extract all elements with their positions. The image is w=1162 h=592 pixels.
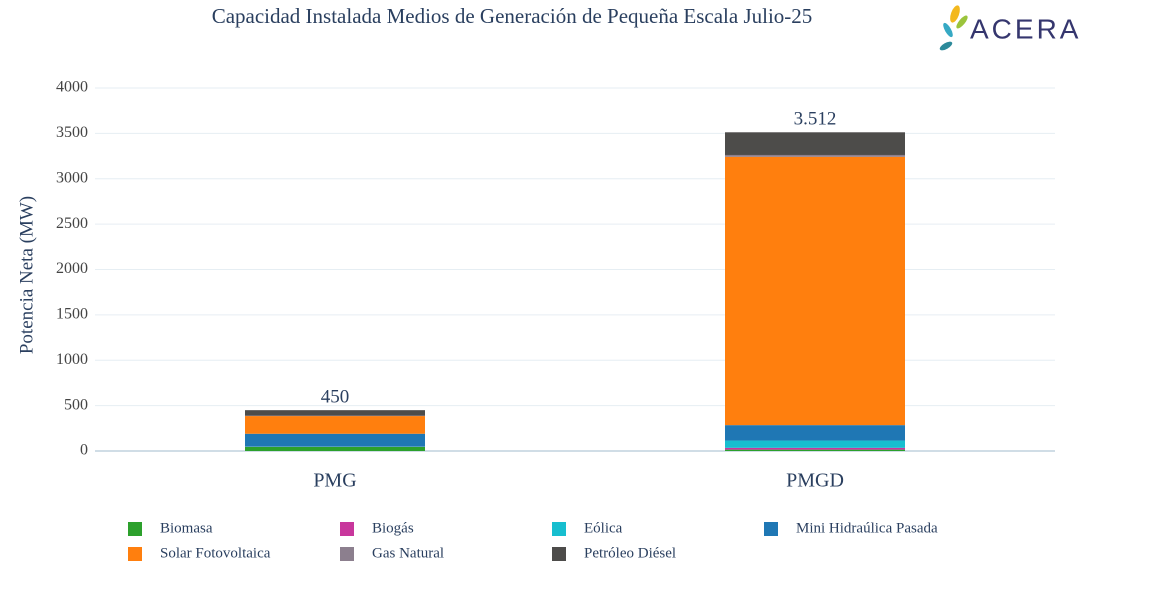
legend-label: Biomasa — [160, 520, 213, 536]
y-tick-label: 4000 — [56, 79, 88, 96]
y-tick-label: 0 — [80, 442, 88, 459]
bar-segment — [725, 156, 905, 426]
bar-segment — [725, 440, 905, 448]
y-tick-label: 500 — [64, 396, 88, 413]
legend-swatch — [128, 522, 142, 536]
bar-segment — [245, 410, 425, 416]
chart-title: Capacidad Instalada Medios de Generación… — [212, 4, 813, 28]
legend-swatch — [340, 522, 354, 536]
legend-swatch — [340, 547, 354, 561]
y-tick-label: 3000 — [56, 169, 88, 186]
logo-leaf — [939, 41, 953, 51]
bar-segment — [245, 446, 425, 451]
bar-segment — [725, 132, 905, 155]
y-tick-label: 2000 — [56, 260, 88, 277]
legend-label: Solar Fotovoltaica — [160, 545, 271, 561]
x-tick-label: PMGD — [786, 470, 844, 492]
x-tick-label: PMG — [313, 470, 356, 492]
bar-segment — [725, 447, 905, 450]
total-label: 3.512 — [794, 109, 837, 130]
y-tick-label: 2500 — [56, 215, 88, 232]
legend-label: Petróleo Diésel — [584, 545, 676, 561]
legend-swatch — [552, 522, 566, 536]
legend-label: Gas Natural — [372, 545, 444, 561]
legend-swatch — [128, 547, 142, 561]
total-label: 450 — [321, 387, 350, 408]
legend-swatch — [552, 547, 566, 561]
y-tick-label: 1500 — [56, 306, 88, 323]
y-tick-label: 3500 — [56, 124, 88, 141]
logo-leaf — [943, 22, 953, 38]
bar-segment — [245, 433, 425, 447]
legend-swatch — [764, 522, 778, 536]
legend-label: Mini Hidraúlica Pasada — [796, 520, 938, 536]
logo-leaf — [950, 5, 960, 23]
logo-leaf — [956, 15, 968, 29]
bar-segment — [725, 449, 905, 451]
y-tick-label: 1000 — [56, 351, 88, 368]
y-axis-title: Potencia Neta (MW) — [16, 196, 37, 354]
bar-segment — [725, 425, 905, 441]
bar-segment — [725, 154, 905, 157]
legend-label: Biogás — [372, 520, 414, 536]
bar-segment — [245, 416, 425, 434]
logo: ACERA — [939, 5, 1081, 51]
logo-text: ACERA — [970, 13, 1081, 44]
legend-label: Eólica — [584, 520, 623, 536]
